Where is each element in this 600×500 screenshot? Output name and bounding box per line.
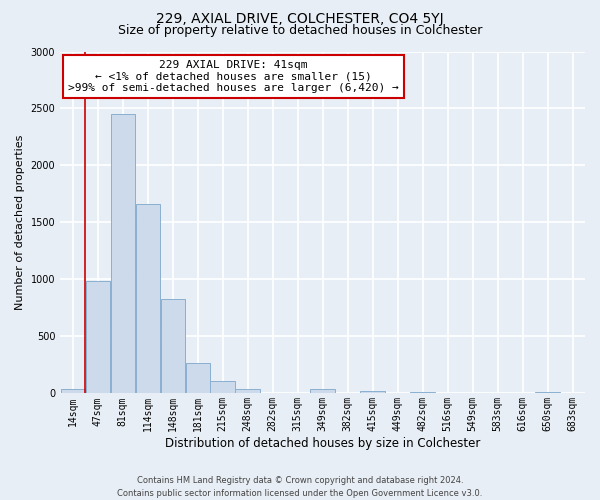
Bar (211, 381, 235, 394)
Bar (361, 391, 385, 394)
Bar (310, 390, 335, 394)
Text: Size of property relative to detached houses in Colchester: Size of property relative to detached ho… (118, 24, 482, 37)
Bar (61, 389, 85, 394)
Text: 229, AXIAL DRIVE, COLCHESTER, CO4 5YJ: 229, AXIAL DRIVE, COLCHESTER, CO4 5YJ (156, 12, 444, 26)
Y-axis label: Number of detached properties: Number of detached properties (15, 135, 25, 310)
Text: Contains HM Land Registry data © Crown copyright and database right 2024.
Contai: Contains HM Land Registry data © Crown c… (118, 476, 482, 498)
Bar (235, 390, 260, 394)
Bar (410, 392, 434, 394)
Bar (86, 280, 110, 394)
Bar (535, 392, 560, 394)
Bar (161, 299, 185, 394)
Bar (110, 114, 135, 394)
Bar (136, 204, 160, 394)
Bar (185, 362, 210, 394)
Text: 229 AXIAL DRIVE: 41sqm
← <1% of detached houses are smaller (15)
>99% of semi-de: 229 AXIAL DRIVE: 41sqm ← <1% of detached… (68, 60, 399, 93)
X-axis label: Distribution of detached houses by size in Colchester: Distribution of detached houses by size … (165, 437, 480, 450)
